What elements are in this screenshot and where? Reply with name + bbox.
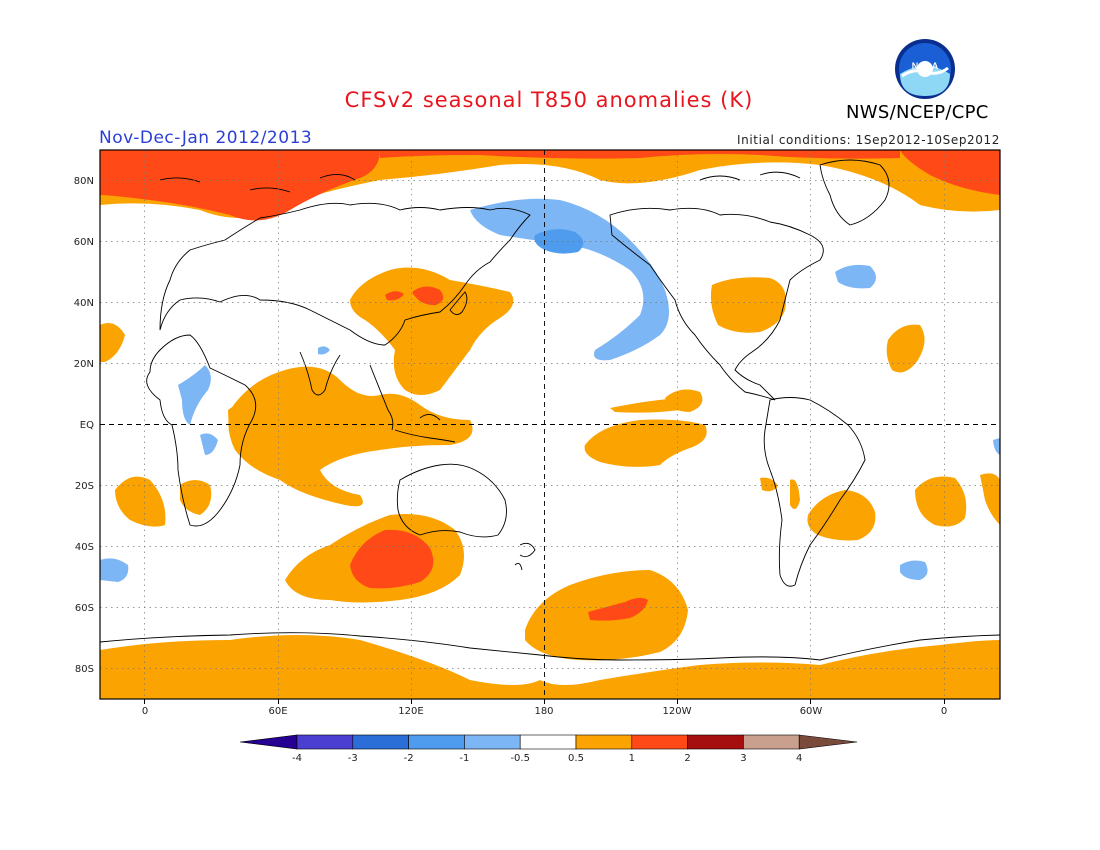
coastlines: [100, 159, 1000, 661]
hot-arctic-west: [100, 150, 380, 221]
noaa-logo: NOAA: [895, 39, 955, 99]
hot-east-asia-small: [385, 291, 404, 301]
colorbar-label: -4: [292, 753, 302, 764]
colorbar-cell: [519, 734, 577, 750]
initial-conditions-label: Initial conditions: 1Sep2012-10Sep2012: [737, 133, 1000, 147]
hot-arctic-east: [900, 150, 1000, 195]
longitude-labels: 0 60E 120E 180 120W 60W 0: [142, 706, 947, 717]
hot-south-indian: [350, 529, 434, 589]
plot-frame: [99, 149, 1001, 700]
cold-south-atlantic: [900, 560, 928, 580]
cold-east-edge: [993, 438, 1000, 455]
reference-lines: [100, 150, 1000, 699]
coast-north-america: [609, 207, 824, 401]
lon-label: 180: [534, 706, 553, 717]
colorbar: -4 -3 -2 -1 -0.5 0.5 1 2 3 4: [239, 734, 858, 764]
organization-label: NWS/NCEP/CPC: [846, 102, 989, 123]
hot-arctic-band-north: [380, 150, 900, 159]
coast-new-zealand: [514, 542, 536, 571]
coast-antarctica: [100, 632, 1000, 661]
colorbar-cell: [296, 734, 354, 750]
coast-south-america: [763, 397, 866, 587]
anomaly-shading: [100, 150, 1000, 699]
warm-africa-south: [180, 480, 212, 515]
cold-southwest: [100, 558, 129, 582]
warm-hawaii: [665, 389, 703, 412]
lat-label: 60N: [74, 237, 94, 248]
lat-label: 20N: [74, 359, 94, 370]
colorbar-label: 1: [629, 753, 635, 764]
colorbar-label: -2: [404, 753, 414, 764]
colorbar-cell: [464, 734, 521, 750]
coast-japan: [449, 291, 468, 315]
warm-south-atlantic-east: [980, 473, 1000, 525]
colorbar-label: -0.5: [510, 753, 530, 764]
lon-label: 0: [142, 706, 148, 717]
colorbar-cell: [408, 734, 465, 750]
warm-north-atlantic: [886, 324, 925, 373]
warm-south-atlantic-west: [115, 476, 166, 527]
colorbar-label: 3: [740, 753, 746, 764]
warm-tropical-pacific: [584, 419, 707, 467]
colorbar-label: -1: [459, 753, 469, 764]
coast-arctic-islands: [159, 171, 801, 193]
warm-south-america-small: [790, 479, 800, 509]
coast-australia: [396, 463, 507, 538]
warm-central-pacific-north: [610, 398, 685, 413]
colorbar-cell: [352, 734, 409, 750]
hot-east-asia: [412, 286, 444, 306]
hot-south-pacific: [588, 597, 648, 621]
period-label: Nov-Dec-Jan 2012/2013: [99, 128, 313, 148]
cold-north-atlantic: [835, 264, 876, 289]
colorbar-cell: [631, 734, 688, 750]
cold-north-pacific: [470, 198, 669, 361]
cold-core-pacific: [534, 229, 584, 254]
colorbar-label: 2: [684, 753, 690, 764]
warm-atlantic-west: [100, 322, 125, 362]
lat-label: 60S: [75, 603, 94, 614]
lon-label: 120E: [398, 706, 423, 717]
warm-indian-ocean: [228, 366, 473, 507]
warm-north-america: [710, 277, 786, 333]
lon-label: 60W: [800, 706, 823, 717]
coast-greenland: [819, 159, 890, 226]
colorbar-cell: [687, 734, 744, 750]
latitude-labels: 80N 60N 40N 20N EQ 20S 40S 60S 80S: [74, 176, 94, 675]
warm-antarctic-band: [100, 635, 1000, 699]
lat-label: 80S: [75, 664, 94, 675]
colorbar-label: -3: [348, 753, 358, 764]
colorbar-label: 0.5: [568, 753, 584, 764]
lon-label: 0: [941, 706, 947, 717]
lat-label: 40S: [75, 542, 94, 553]
coast-india: [299, 351, 341, 396]
colorbar-label: 4: [796, 753, 802, 764]
colorbar-cell: [743, 734, 800, 750]
lat-label: EQ: [80, 420, 94, 431]
colorbar-arrow-right: [798, 734, 858, 750]
lat-label: 80N: [74, 176, 94, 187]
lon-label: 120W: [663, 706, 692, 717]
colorbar-cell: [575, 734, 633, 750]
graticule: [100, 150, 1000, 699]
lat-label: 20S: [75, 481, 94, 492]
cold-africa: [200, 433, 218, 455]
chart-title: CFSv2 seasonal T850 anomalies (K): [344, 88, 754, 112]
tick-marks: [144, 699, 945, 704]
cold-arabian: [178, 365, 211, 425]
noaa-logo-text: NOAA: [912, 61, 939, 71]
colorbar-arrow-left: [239, 734, 298, 750]
lon-label: 60E: [268, 706, 287, 717]
warm-south-america: [807, 490, 876, 541]
warm-south-atlantic: [915, 476, 967, 527]
cold-central-asia: [318, 346, 330, 355]
coast-africa: [146, 334, 257, 527]
coast-eurasia: [159, 202, 531, 346]
lat-label: 40N: [74, 298, 94, 309]
